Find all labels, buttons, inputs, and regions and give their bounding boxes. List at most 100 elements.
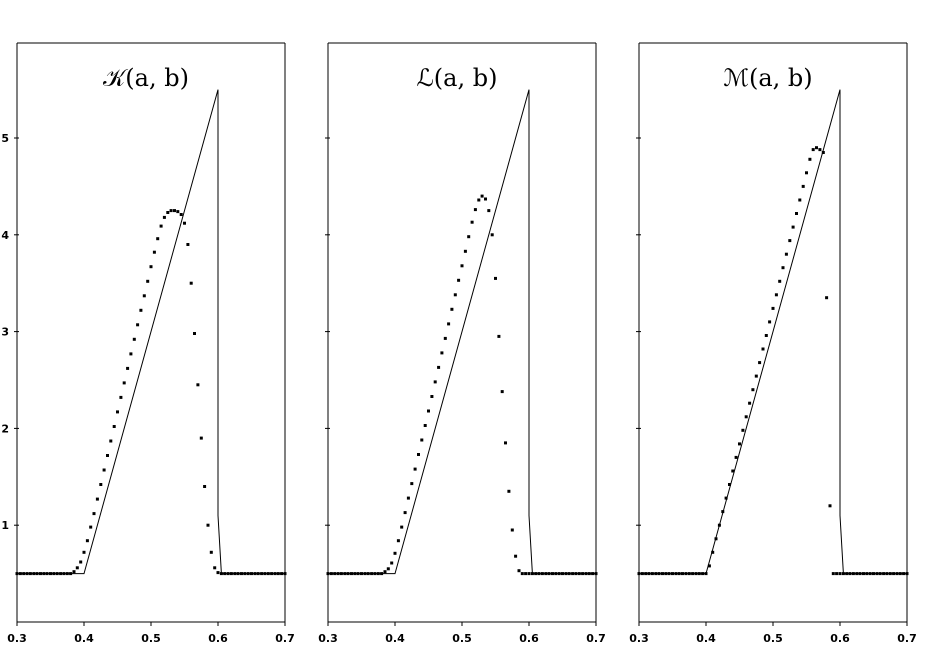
data-point	[149, 265, 153, 269]
x-tick-label: 0.3	[7, 632, 27, 645]
data-point	[216, 571, 220, 575]
data-point	[477, 198, 481, 202]
data-point	[376, 572, 380, 576]
data-point	[885, 572, 889, 576]
data-point	[768, 320, 772, 324]
data-point	[520, 572, 524, 576]
data-point	[664, 572, 668, 576]
data-point	[530, 572, 534, 576]
data-point	[460, 264, 464, 268]
data-point	[801, 184, 805, 188]
data-point	[410, 482, 414, 486]
data-point	[136, 323, 140, 327]
data-point	[671, 572, 674, 576]
data-point	[654, 572, 658, 576]
data-point	[423, 424, 427, 427]
data-point	[25, 572, 29, 576]
data-point	[484, 197, 487, 201]
data-point	[69, 572, 73, 576]
data-point	[186, 243, 190, 246]
data-point	[754, 374, 758, 378]
data-point	[892, 572, 896, 576]
data-point	[270, 572, 274, 576]
data-point	[667, 572, 671, 576]
data-point	[102, 468, 106, 472]
exact-solution-line	[639, 89, 907, 575]
data-point	[206, 523, 210, 527]
data-point	[704, 572, 708, 576]
data-point	[49, 572, 52, 576]
data-point	[15, 572, 19, 576]
y-tick-label: 1	[1, 519, 9, 532]
data-point	[711, 550, 715, 554]
data-point	[240, 572, 243, 576]
data-point	[497, 334, 501, 338]
data-point	[554, 572, 558, 576]
data-point	[587, 572, 591, 576]
data-point	[82, 550, 86, 554]
data-point	[694, 572, 698, 576]
data-point	[189, 281, 193, 285]
data-point	[584, 572, 588, 576]
y-tick-label: 4	[1, 229, 9, 242]
data-point	[657, 572, 661, 576]
data-point	[778, 279, 782, 283]
data-point	[35, 572, 39, 576]
data-point	[808, 157, 812, 161]
data-point	[574, 572, 578, 576]
data-point	[75, 566, 79, 570]
data-point	[751, 388, 755, 392]
data-point	[811, 148, 815, 152]
data-point	[437, 365, 441, 369]
data-point	[647, 572, 651, 576]
data-point	[253, 572, 257, 576]
data-point	[119, 395, 123, 399]
data-point	[594, 572, 598, 576]
data-point	[366, 572, 370, 576]
data-point	[173, 209, 176, 213]
data-point	[32, 572, 36, 576]
data-point	[329, 572, 333, 576]
data-point	[684, 572, 688, 576]
data-point	[229, 572, 233, 576]
data-point	[724, 496, 728, 500]
data-point	[403, 511, 407, 515]
data-point	[85, 539, 89, 543]
data-point	[507, 489, 511, 493]
data-point	[567, 572, 571, 576]
data-point	[219, 572, 223, 576]
y-tick-label: 3	[1, 326, 9, 339]
data-point	[39, 572, 42, 576]
data-point	[547, 572, 551, 576]
data-point	[494, 276, 497, 280]
y-tick-label: 5	[1, 132, 9, 145]
data-point	[868, 572, 872, 576]
data-point	[577, 572, 581, 576]
data-point	[851, 572, 855, 576]
data-point	[169, 209, 173, 213]
data-point	[537, 572, 541, 576]
data-point	[517, 569, 521, 573]
data-point	[848, 572, 852, 576]
x-tick-label: 0.4	[385, 632, 405, 645]
chart-panel-1: 1 2 3 4 5 0.3 0.4 0.5 0.6 0.7 𝒦(a, b)	[1, 42, 295, 645]
data-point	[581, 572, 585, 576]
data-point	[637, 572, 641, 576]
data-point	[176, 210, 180, 214]
data-point	[453, 293, 457, 297]
data-point	[841, 572, 845, 576]
data-point	[487, 209, 491, 213]
data-point	[741, 428, 745, 432]
data-point	[396, 539, 400, 543]
data-point	[266, 572, 270, 576]
data-point	[386, 567, 390, 571]
data-point	[223, 572, 227, 576]
data-point	[902, 572, 906, 576]
data-point	[199, 436, 203, 440]
data-point	[640, 572, 644, 576]
data-point	[895, 572, 899, 576]
data-point	[179, 213, 183, 216]
x-tick-label: 0.4	[74, 632, 94, 645]
data-point	[661, 572, 664, 576]
